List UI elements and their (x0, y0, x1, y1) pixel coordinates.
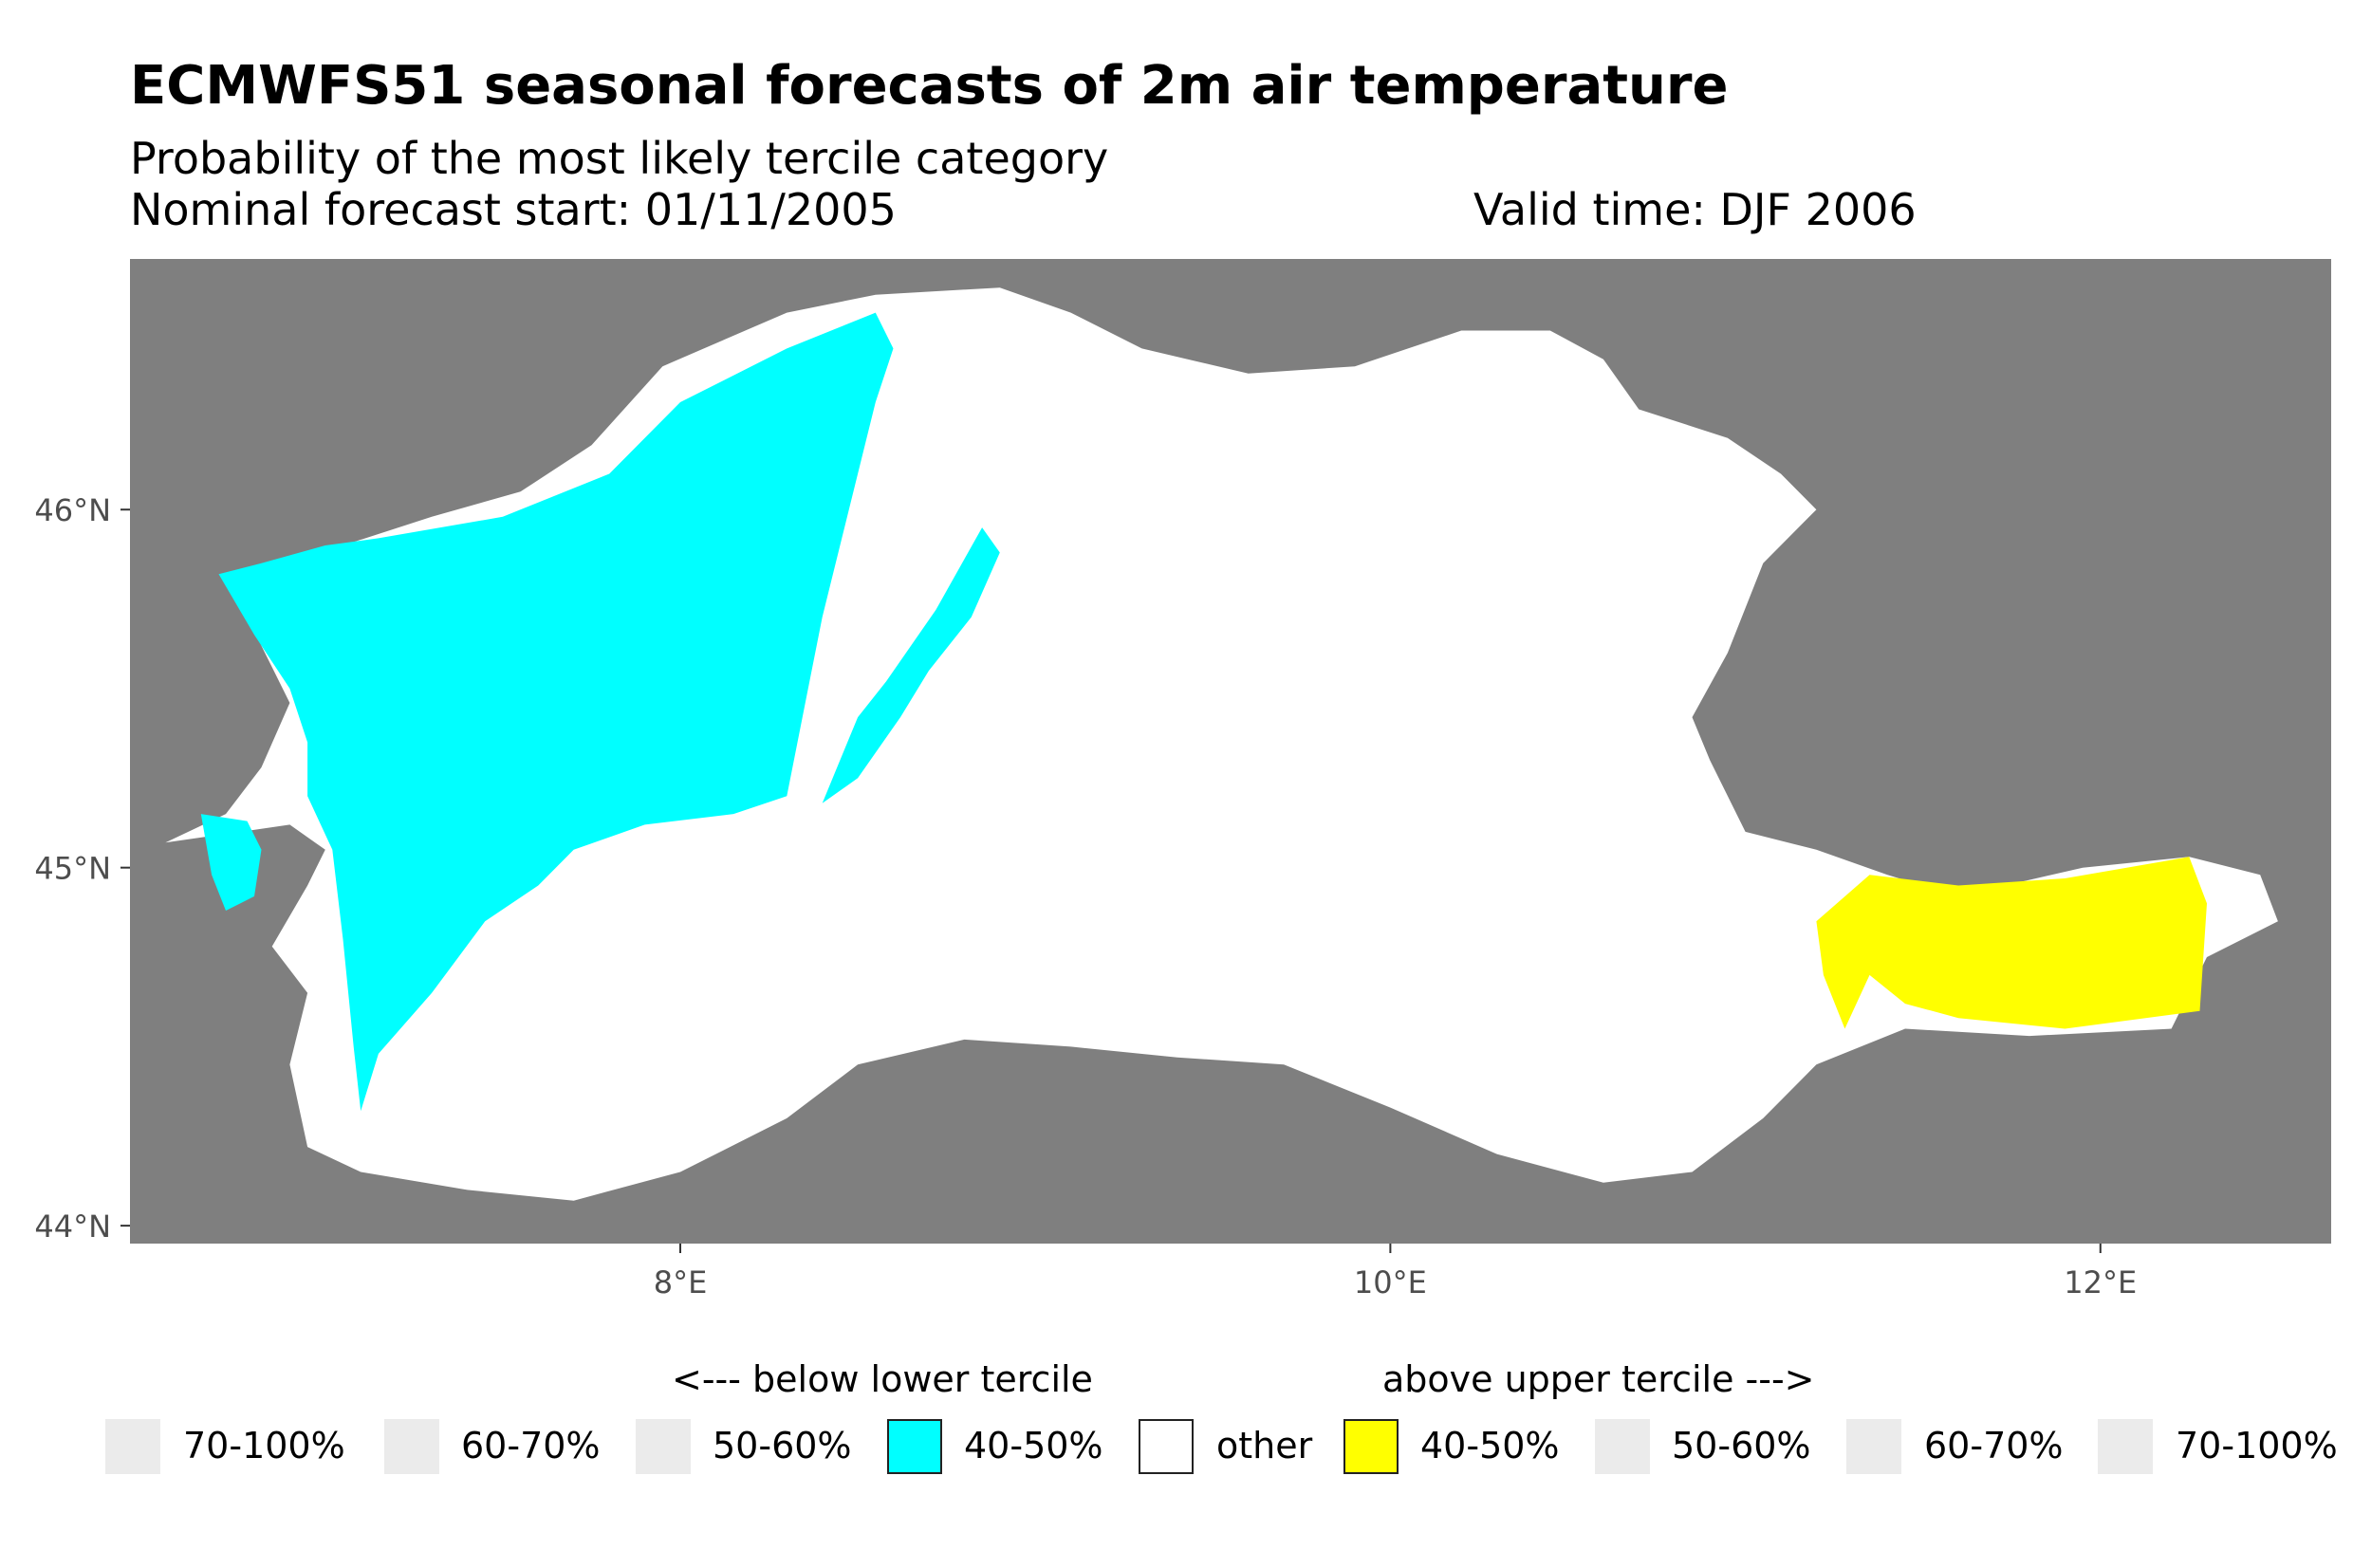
legend-label-below-70-100: 70-100% (183, 1425, 345, 1467)
basin-area-below-tercile-centre (822, 527, 1000, 803)
legend-label-below-50-60: 50-60% (713, 1425, 852, 1467)
legend-label-other: other (1216, 1425, 1313, 1467)
y-tick-label: 44°N (34, 1208, 111, 1245)
map-regions (165, 287, 2278, 1201)
y-tick-label: 46°N (34, 492, 111, 528)
legend-below-heading: <--- below lower tercile (672, 1358, 1093, 1400)
legend-key-below-70-100 (105, 1419, 160, 1474)
legend-label-above-70-100: 70-100% (2176, 1425, 2338, 1467)
y-tick-label: 45°N (34, 851, 111, 887)
basin-area-below-tercile-southwest (200, 814, 262, 911)
basin-area-below-tercile-west (218, 312, 894, 1112)
legend-key-above-40-50 (1343, 1419, 1399, 1474)
legend-key-above-60-70 (1846, 1419, 1901, 1474)
chart-subtitle: Probability of the most likely tercile c… (130, 133, 1109, 184)
legend-key-below-40-50 (887, 1419, 942, 1474)
legend-key-below-50-60 (636, 1419, 691, 1474)
legend-label-above-60-70: 60-70% (1924, 1425, 2064, 1467)
x-tick-label: 12°E (2064, 1264, 2137, 1301)
legend-label-below-40-50: 40-50% (964, 1425, 1103, 1467)
map-axes: 8°E 10°E 12°E 44°N 45°N 46°N (34, 492, 2137, 1301)
basin-area-above-tercile-east (1816, 857, 2207, 1029)
legend-key-above-50-60 (1595, 1419, 1650, 1474)
legend-key-below-60-70 (384, 1419, 439, 1474)
valid-time-label: Valid time: DJF 2006 (1473, 184, 1917, 235)
legend-label-below-60-70: 60-70% (461, 1425, 601, 1467)
forecast-start-label: Nominal forecast start: 01/11/2005 (130, 184, 897, 235)
legend-label-above-40-50: 40-50% (1420, 1425, 1560, 1467)
chart-title: ECMWFS51 seasonal forecasts of 2m air te… (130, 55, 1729, 117)
legend-key-above-70-100 (2098, 1419, 2153, 1474)
x-tick-label: 8°E (654, 1264, 708, 1301)
legend-key-other (1139, 1419, 1194, 1474)
legend-above-heading: above upper tercile ---> (1382, 1358, 1815, 1400)
legend-label-above-50-60: 50-60% (1672, 1425, 1811, 1467)
x-tick-label: 10°E (1354, 1264, 1427, 1301)
